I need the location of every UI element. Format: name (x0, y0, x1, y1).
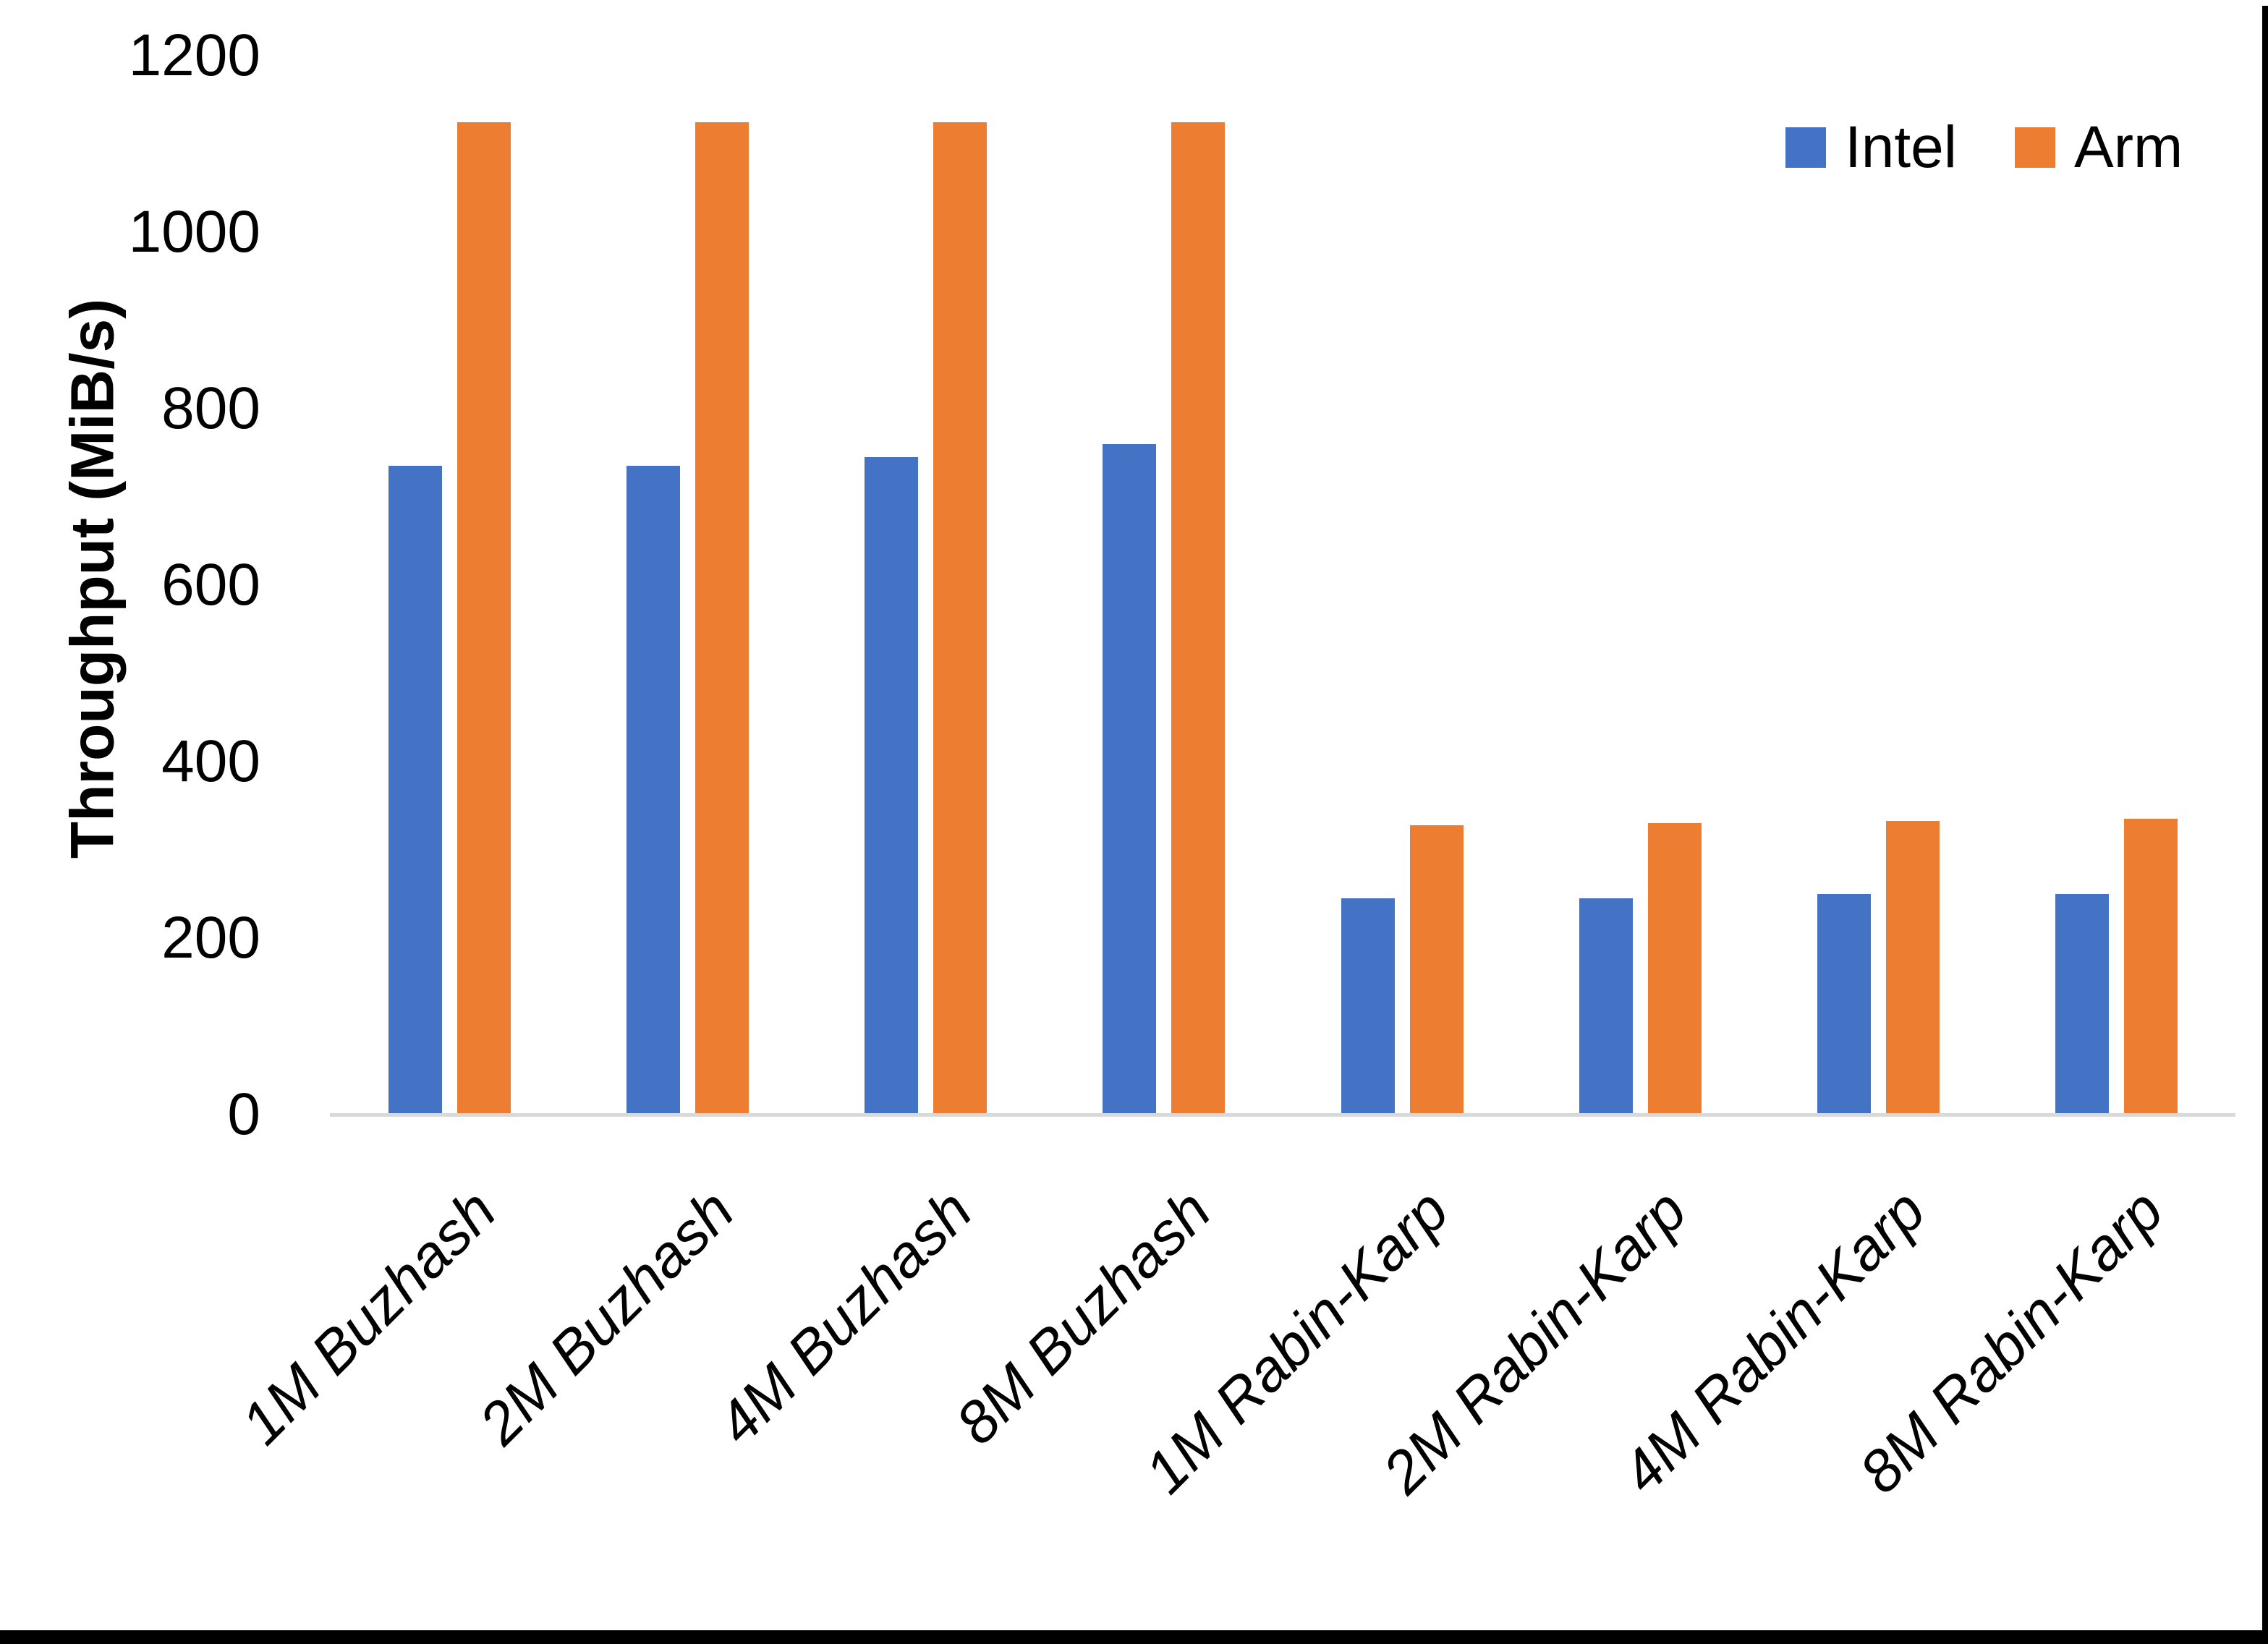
x-axis-line (330, 1113, 2235, 1117)
legend-swatch-intel (1785, 127, 1826, 168)
bar-intel-2m-rabin-karp (1579, 898, 1633, 1115)
legend-label-intel: Intel (1845, 114, 1957, 180)
right-border (2262, 6, 2268, 1644)
x-tick-label-4m-buzhash: 4M Buzhash (705, 1177, 985, 1457)
bar-intel-8m-rabin-karp (2055, 894, 2110, 1115)
legend: Intel Arm (1785, 113, 2183, 182)
bar-intel-1m-buzhash (388, 466, 442, 1115)
bar-arm-1m-rabin-karp (1409, 825, 1464, 1115)
bar-arm-8m-buzhash (1171, 122, 1226, 1115)
y-tick-label-200: 200 (161, 905, 260, 971)
legend-item-intel: Intel (1785, 113, 1957, 182)
bar-intel-4m-buzhash (865, 457, 919, 1115)
legend-label-arm: Arm (2074, 114, 2183, 180)
bar-arm-2m-rabin-karp (1647, 823, 1702, 1115)
y-tick-label-400: 400 (161, 728, 260, 794)
bar-intel-4m-rabin-karp (1817, 894, 1872, 1115)
bar-intel-2m-buzhash (626, 466, 680, 1115)
bar-arm-4m-buzhash (933, 122, 988, 1115)
legend-swatch-arm (2015, 127, 2055, 168)
y-tick-label-800: 800 (161, 375, 260, 441)
bar-arm-8m-rabin-karp (2124, 819, 2178, 1115)
legend-item-arm: Arm (2015, 113, 2183, 182)
y-tick-label-0: 0 (227, 1081, 260, 1147)
bar-intel-8m-buzhash (1103, 443, 1157, 1115)
bar-arm-4m-rabin-karp (1886, 820, 1940, 1115)
bar-arm-1m-buzhash (456, 122, 511, 1115)
y-tick-label-1200: 1200 (128, 22, 260, 88)
y-tick-label-600: 600 (161, 552, 260, 618)
bar-arm-2m-buzhash (695, 122, 749, 1115)
y-tick-label-1000: 1000 (128, 199, 260, 265)
bottom-border (0, 1630, 2268, 1644)
bar-intel-1m-rabin-karp (1341, 898, 1395, 1115)
x-tick-label-1m-buzhash: 1M Buzhash (229, 1177, 509, 1457)
x-tick-label-2m-buzhash: 2M Buzhash (467, 1177, 747, 1457)
